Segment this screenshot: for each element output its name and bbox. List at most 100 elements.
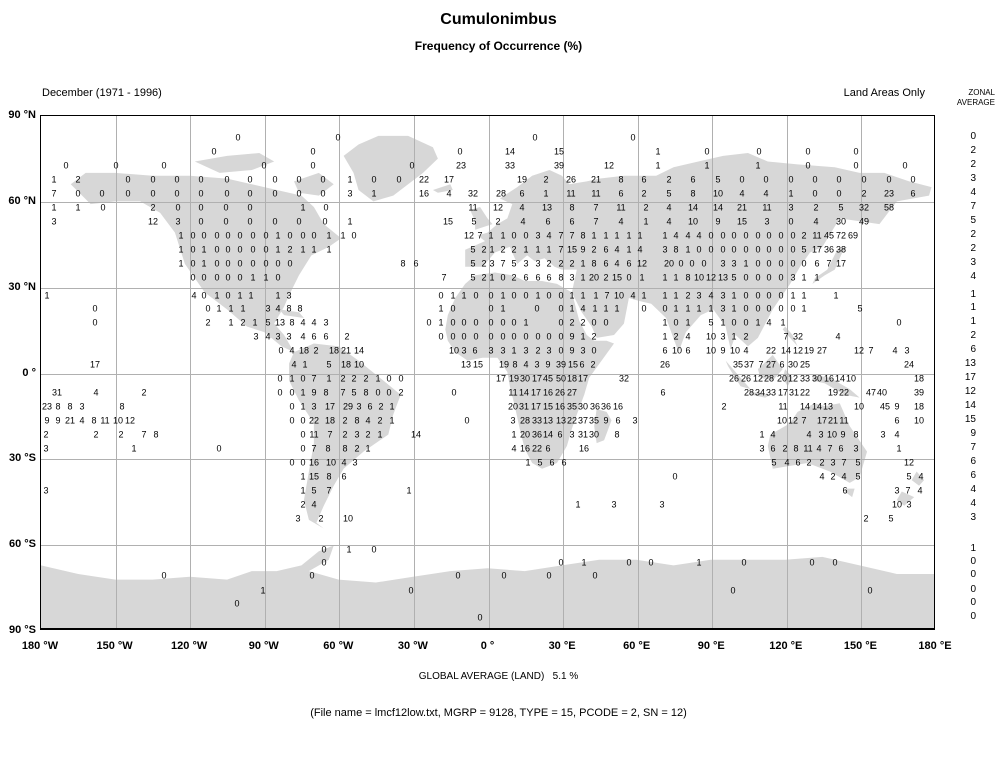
frequency-value: 17 [443,174,455,185]
frequency-value: 12 [705,272,717,283]
frequency-value: 0 [198,188,204,199]
frequency-value: 3 [79,401,85,412]
frequency-value: 1 [569,290,575,301]
frequency-value: 7 [340,387,346,398]
frequency-value: 0 [278,345,284,356]
frequency-value: 5 [715,174,721,185]
frequency-value: 0 [125,174,131,185]
frequency-value: 0 [731,230,737,241]
frequency-value: 16 [578,443,590,454]
frequency-value: 0 [832,557,838,568]
frequency-value: 0 [225,290,231,301]
frequency-value: 2 [603,272,609,283]
frequency-value: 0 [237,272,243,283]
frequency-value: 10 [687,216,699,227]
grid-line-vertical [116,116,117,628]
frequency-value: 1 [626,230,632,241]
frequency-value: 20 [519,429,531,440]
frequency-value: 1 [300,471,306,482]
frequency-value: 6 [814,258,820,269]
x-tick-label: 60 °W [323,640,354,652]
zonal-average-value: 1 [970,289,976,300]
frequency-value: 4 [289,345,295,356]
landmass-java [750,391,771,398]
frequency-value: 15 [553,146,565,157]
frequency-value: 0 [689,258,695,269]
frequency-value: 0 [263,258,269,269]
frequency-value: 7 [783,331,789,342]
frequency-value: 0 [766,303,772,314]
frequency-value: 4 [275,303,281,314]
frequency-value: 3 [662,244,668,255]
x-tick-label: 180 °W [21,640,59,652]
frequency-value: 28 [519,415,531,426]
x-tick-label: 0 ° [480,640,495,652]
x-tick-label: 180 °E [918,640,952,652]
frequency-value: 7 [569,230,575,241]
frequency-value: 2 [569,317,575,328]
zonal-average-value: 2 [970,229,976,240]
frequency-value: 4 [191,290,197,301]
frequency-value: 14 [687,202,699,213]
frequency-value: 20 [507,401,519,412]
frequency-value: 1 [720,317,726,328]
frequency-value: 2 [819,457,825,468]
frequency-value: 0 [867,585,873,596]
frequency-value: 4 [311,499,317,510]
frequency-value: 8 [153,429,159,440]
frequency-value: 4 [300,331,306,342]
frequency-value: 15 [567,359,579,370]
frequency-value: 6 [615,415,621,426]
frequency-value: 0 [287,230,293,241]
frequency-value: 11 [508,387,518,398]
frequency-value: 1 [641,290,647,301]
frequency-value: 0 [488,331,494,342]
frequency-value: 4 [93,387,99,398]
frequency-value: 8 [569,202,575,213]
zonal-average-value: 13 [964,358,976,369]
frequency-value: 1 [673,303,679,314]
zonal-average-value: 2 [970,159,976,170]
frequency-value: 17 [89,359,101,370]
frequency-value: 8 [67,401,73,412]
zonal-average-value: 14 [964,400,976,411]
frequency-value: 5 [888,513,894,524]
frequency-value: 4 [580,303,586,314]
frequency-value: 33 [504,160,516,171]
frequency-value: 0 [335,132,341,143]
frequency-value: 14 [518,387,530,398]
frequency-value: 15 [442,216,454,227]
frequency-value: 0 [558,290,564,301]
frequency-value: 14 [834,373,846,384]
frequency-value: 1 [523,244,529,255]
frequency-value: 2 [340,373,346,384]
frequency-value: 0 [720,230,726,241]
frequency-value: 7 [311,373,317,384]
frequency-value: 0 [321,544,327,555]
frequency-value: 2 [543,174,549,185]
frequency-value: 0 [477,612,483,623]
frequency-value: 11 [591,188,601,199]
landmass-arctic-islands [194,152,275,173]
frequency-value: 38 [835,244,847,255]
y-tick-label: 60 °N [8,194,36,207]
frequency-value: 0 [272,174,278,185]
frequency-value: 4 [685,230,691,241]
frequency-value: 1 [178,244,184,255]
frequency-value: 0 [558,331,564,342]
frequency-value: 6 [545,216,551,227]
frequency-value: 0 [790,303,796,314]
frequency-value: 12 [147,216,159,227]
frequency-value: 6 [795,457,801,468]
frequency-value: 1 [406,485,412,496]
frequency-value: 0 [223,202,229,213]
frequency-value: 7 [311,443,317,454]
frequency-value: 2 [141,387,147,398]
frequency-value: 25 [799,359,811,370]
frequency-value: 3 [731,258,737,269]
frequency-value: 6 [557,429,563,440]
y-tick-label: 30 °N [8,280,36,293]
frequency-value: 2 [558,258,564,269]
frequency-value: 4 [784,457,790,468]
zonal-average-value: 17 [964,372,976,383]
